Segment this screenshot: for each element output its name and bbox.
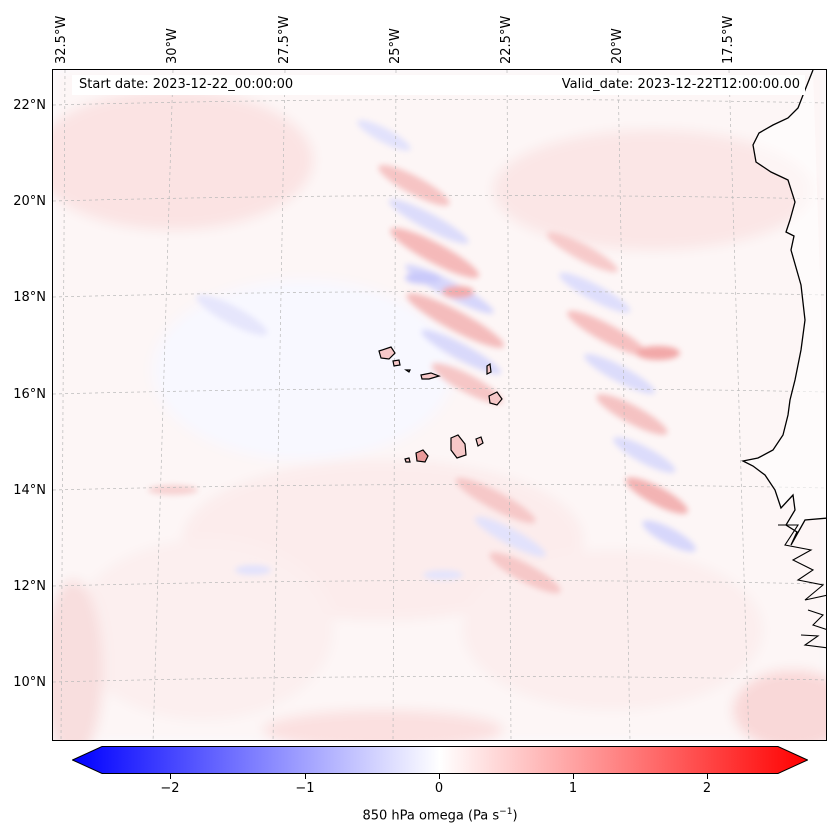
lat-label-16n: 16°N bbox=[13, 387, 46, 402]
cb-tickmark-m1 bbox=[305, 774, 306, 779]
cb-tickmark-m2 bbox=[170, 774, 171, 779]
info-box bbox=[72, 75, 805, 95]
cb-tickmark-2 bbox=[707, 774, 708, 779]
island-sao-vicente bbox=[392, 359, 401, 367]
coastline-inlets bbox=[778, 524, 826, 649]
island-santiago bbox=[450, 434, 467, 459]
lat-label-20n: 20°N bbox=[13, 194, 46, 209]
cape-verde-islands bbox=[378, 346, 503, 463]
island-sao-nicolau bbox=[420, 372, 441, 380]
island-maio bbox=[475, 436, 484, 447]
cb-tickmark-0 bbox=[439, 774, 440, 779]
cb-tick-0: 0 bbox=[434, 781, 444, 796]
lat-label-18n: 18°N bbox=[13, 290, 46, 305]
lon-label-25w: 25°W bbox=[388, 28, 403, 64]
island-fogo bbox=[415, 449, 429, 463]
lon-label-22-5w: 22.5°W bbox=[499, 15, 514, 64]
colorbar bbox=[71, 746, 809, 774]
lon-label-17-5w: 17.5°W bbox=[721, 15, 736, 64]
lon-label-27-5w: 27.5°W bbox=[277, 15, 292, 64]
omega-background-shading bbox=[53, 70, 826, 740]
colorbar-label: 850 hPa omega (Pa s−1) bbox=[362, 807, 518, 824]
colorbar-bar bbox=[71, 746, 809, 774]
cb-tick-2: 2 bbox=[702, 781, 712, 796]
island-sal bbox=[486, 362, 492, 375]
valid-date-label: Valid_date: 2023-12-22T12:00:00.00 bbox=[561, 77, 800, 92]
island-boa-vista bbox=[488, 391, 503, 406]
start-date-label: Start date: 2023-12-22_00:00:00 bbox=[79, 77, 294, 92]
africa-coastline bbox=[741, 70, 826, 546]
lat-label-14n: 14°N bbox=[13, 483, 46, 498]
omega-wave-pattern bbox=[148, 119, 696, 594]
lon-label-30w: 30°W bbox=[165, 28, 180, 64]
map-plot-area bbox=[52, 69, 827, 741]
lat-label-12n: 12°N bbox=[13, 579, 46, 594]
cb-tick-1: 1 bbox=[568, 781, 578, 796]
lon-label-32-5w: 32.5°W bbox=[54, 15, 69, 64]
island-santo-antao bbox=[378, 346, 396, 360]
island-santa-luzia bbox=[404, 369, 411, 373]
graticule bbox=[53, 70, 826, 740]
lon-label-20w: 20°W bbox=[610, 28, 625, 64]
colorbar-graphic bbox=[71, 746, 809, 774]
lat-label-10n: 10°N bbox=[13, 675, 46, 690]
cb-tick-m2: −2 bbox=[160, 781, 180, 796]
cb-tickmark-1 bbox=[573, 774, 574, 779]
omega-field-map bbox=[53, 70, 826, 740]
island-brava bbox=[404, 457, 411, 463]
lat-label-22n: 22°N bbox=[13, 98, 46, 113]
cb-tick-m1: −1 bbox=[295, 781, 315, 796]
